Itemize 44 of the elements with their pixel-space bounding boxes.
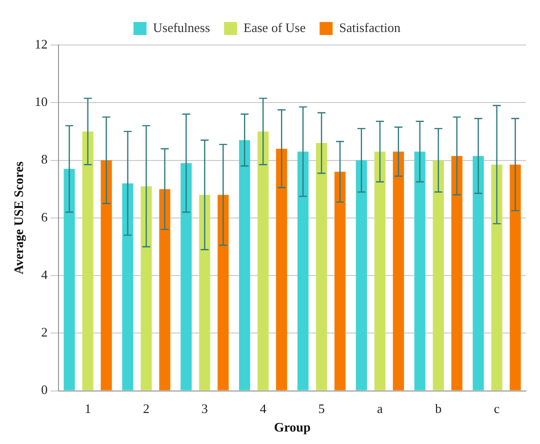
bar [392,152,404,390]
bar [510,164,521,390]
bar [239,140,250,390]
x-axis-title: Group [274,420,311,435]
bar [432,160,444,390]
bar [64,168,75,390]
bar [199,194,210,390]
x-tick-label: b [435,401,442,416]
bar [472,156,484,390]
legend-label: Satisfaction [339,20,402,35]
bar [82,131,94,390]
bar [276,148,288,390]
bar [334,172,346,390]
bar [258,131,269,390]
y-axis-title: Average USE Scores [11,161,26,274]
bar [100,160,112,390]
bar [451,156,462,390]
x-tick-label: 4 [260,401,267,416]
y-tick-label: 6 [41,209,48,224]
y-tick-label: 4 [41,266,48,282]
bar [374,152,386,390]
legend-label: Ease of Use [244,20,306,35]
bar [140,186,152,390]
x-tick-label: 5 [318,401,325,416]
y-tick-label: 10 [34,94,48,110]
y-tick-label: 2 [41,324,48,340]
bar [218,194,229,390]
x-tick-label: a [377,401,384,416]
bar [316,142,328,390]
y-tick-label: 12 [34,36,48,52]
x-tick-label: c [494,401,500,416]
bar [159,189,170,390]
bar [491,164,502,390]
bar [356,160,367,390]
bar [414,152,426,390]
x-tick-label: 2 [142,401,150,416]
bar [297,152,309,390]
y-tick-label: 0 [41,382,48,398]
bar [122,183,134,390]
legend-label: Usefulness [152,20,210,35]
x-tick-label: 1 [84,401,92,416]
y-tick-label: 8 [41,152,48,167]
x-tick-label: 3 [201,401,208,416]
bar [180,163,192,390]
